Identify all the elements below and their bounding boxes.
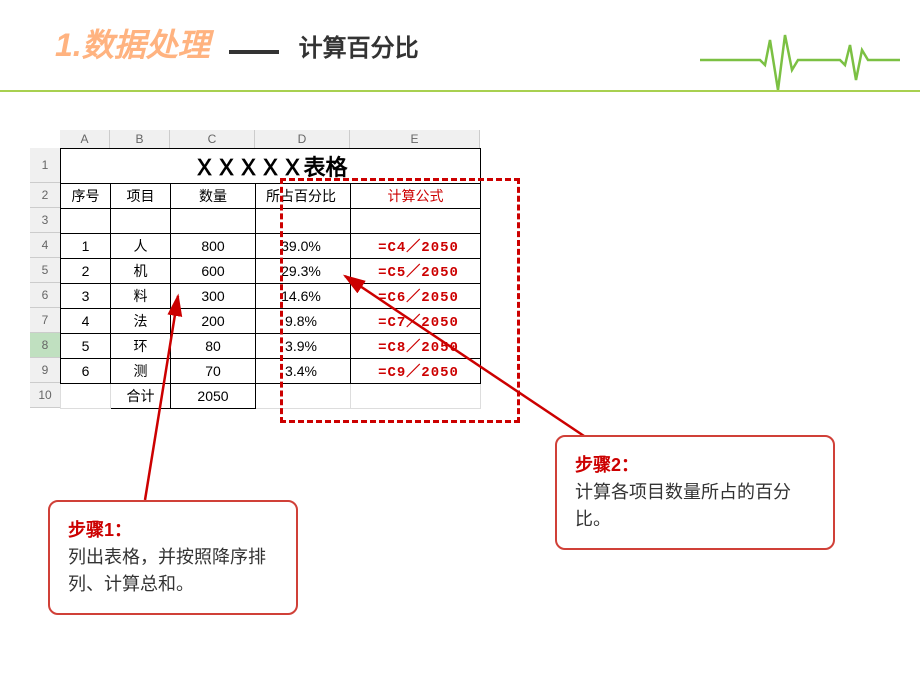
- row-header-9: 9: [30, 358, 60, 383]
- title-sub: 计算百分比: [299, 28, 419, 63]
- callout-step2: 步骤2： 计算各项目数量所占的百分比。: [555, 435, 835, 550]
- cell-seq: 6: [61, 359, 111, 384]
- table-row: 3 料 300 14.6% =C6／2050: [61, 284, 481, 309]
- spreadsheet: A B C D E 1 2 3 4 5 6 7 8 9 10 ＸＸＸＸＸ表格 序…: [30, 130, 481, 409]
- table-header-row: 序号 项目 数量 所占百分比 计算公式: [61, 184, 481, 209]
- row-header-6: 6: [30, 283, 60, 308]
- row-header-1: 1: [30, 148, 60, 183]
- cell-formula: =C6／2050: [351, 284, 481, 309]
- hdr-item: 项目: [111, 184, 171, 209]
- table-row: 2 机 600 29.3% =C5／2050: [61, 259, 481, 284]
- cell-seq: 2: [61, 259, 111, 284]
- hdr-seq: 序号: [61, 184, 111, 209]
- cell-seq: 3: [61, 284, 111, 309]
- table-row: 1 人 800 39.0% =C4／2050: [61, 234, 481, 259]
- table-title-row: ＸＸＸＸＸ表格: [61, 149, 481, 184]
- callout-step1-body: 列出表格，并按照降序排列、计算总和。: [68, 544, 278, 598]
- row-headers: 1 2 3 4 5 6 7 8 9 10: [30, 148, 60, 408]
- hdr-qty: 数量: [171, 184, 256, 209]
- cell-pct: 14.6%: [256, 284, 351, 309]
- cell-pct: 3.9%: [256, 334, 351, 359]
- callout-step1-title: 步骤1：: [68, 517, 278, 544]
- data-table: ＸＸＸＸＸ表格 序号 项目 数量 所占百分比 计算公式 1 人 800 39.0…: [60, 148, 481, 409]
- table-row: 6 测 70 3.4% =C9／2050: [61, 359, 481, 384]
- title-main: 1.数据处理: [55, 20, 210, 66]
- cell-qty: 600: [171, 259, 256, 284]
- col-header-e: E: [350, 130, 480, 148]
- col-header-d: D: [255, 130, 350, 148]
- table-row: 4 法 200 9.8% =C7／2050: [61, 309, 481, 334]
- cell-qty: 300: [171, 284, 256, 309]
- cell-pct: 9.8%: [256, 309, 351, 334]
- cell-pct: 29.3%: [256, 259, 351, 284]
- row-header-7: 7: [30, 308, 60, 333]
- cell-item: 法: [111, 309, 171, 334]
- cell-seq: 5: [61, 334, 111, 359]
- row-header-5: 5: [30, 258, 60, 283]
- row-header-8: 8: [30, 333, 60, 358]
- cell-formula: =C8／2050: [351, 334, 481, 359]
- column-headers: A B C D E: [60, 130, 481, 148]
- table-empty-row: [61, 209, 481, 234]
- hdr-formula: 计算公式: [351, 184, 481, 209]
- cell-item: 机: [111, 259, 171, 284]
- total-label: 合计: [111, 384, 171, 409]
- cell-qty: 800: [171, 234, 256, 259]
- total-value: 2050: [171, 384, 256, 409]
- row-header-10: 10: [30, 383, 60, 408]
- row-header-4: 4: [30, 233, 60, 258]
- title-dash: [229, 50, 279, 54]
- cell-seq: 1: [61, 234, 111, 259]
- hdr-pct: 所占百分比: [256, 184, 351, 209]
- table-title: ＸＸＸＸＸ表格: [61, 149, 481, 184]
- cell-formula: =C4／2050: [351, 234, 481, 259]
- callout-step2-body: 计算各项目数量所占的百分比。: [575, 479, 815, 533]
- col-header-b: B: [110, 130, 170, 148]
- row-header-3: 3: [30, 208, 60, 233]
- callout-step1: 步骤1： 列出表格，并按照降序排列、计算总和。: [48, 500, 298, 615]
- cell-pct: 39.0%: [256, 234, 351, 259]
- cell-formula: =C9／2050: [351, 359, 481, 384]
- table-row: 5 环 80 3.9% =C8／2050: [61, 334, 481, 359]
- cell-seq: 4: [61, 309, 111, 334]
- callout-step2-title: 步骤2：: [575, 452, 815, 479]
- cell-item: 人: [111, 234, 171, 259]
- divider-line: [0, 90, 920, 92]
- cell-item: 料: [111, 284, 171, 309]
- table-total-row: 合计 2050: [61, 384, 481, 409]
- cell-formula: =C7／2050: [351, 309, 481, 334]
- cell-qty: 70: [171, 359, 256, 384]
- cell-formula: =C5／2050: [351, 259, 481, 284]
- row-header-2: 2: [30, 183, 60, 208]
- cell-item: 测: [111, 359, 171, 384]
- cell-qty: 80: [171, 334, 256, 359]
- cell-qty: 200: [171, 309, 256, 334]
- col-header-c: C: [170, 130, 255, 148]
- cell-item: 环: [111, 334, 171, 359]
- cell-pct: 3.4%: [256, 359, 351, 384]
- ecg-decoration-icon: [700, 10, 900, 110]
- col-header-a: A: [60, 130, 110, 148]
